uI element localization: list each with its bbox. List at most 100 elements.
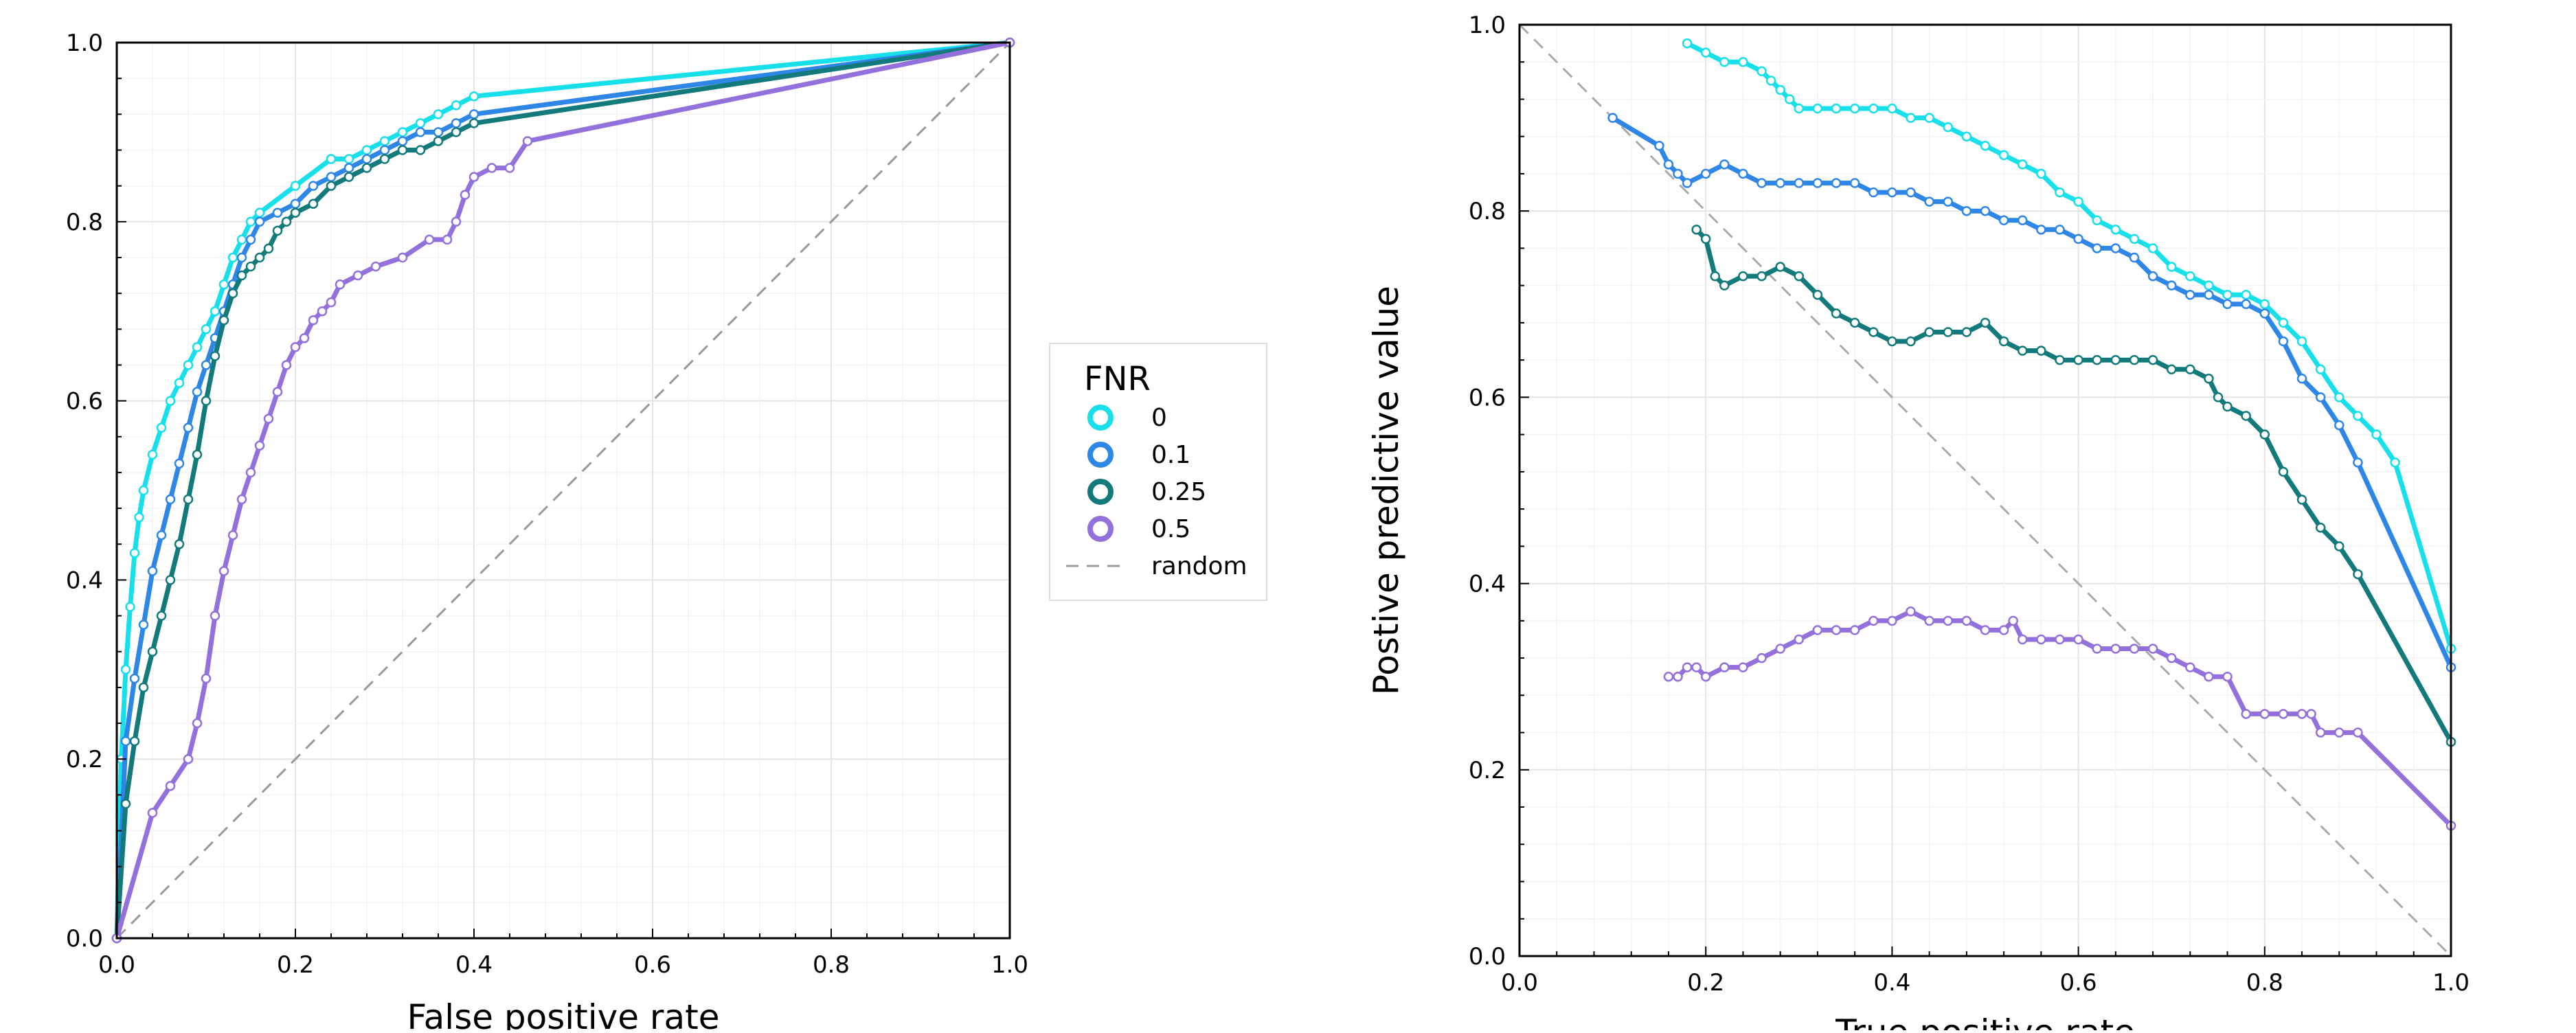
ppv-series-0-5-point	[2296, 709, 2307, 719]
roc-y-tick-label: 1.0	[66, 30, 103, 57]
ppv-series-0-1-point	[2222, 299, 2233, 310]
ppv-series-0-25-point	[1738, 271, 1748, 282]
ppv-series-0-point	[1738, 56, 1748, 67]
roc-series-0-5-point	[210, 611, 221, 621]
roc-series-0-5-point	[263, 413, 274, 424]
ppv-series-0-5-point	[2166, 652, 2177, 663]
ppv-series-0-5-point	[1691, 662, 1702, 672]
ppv-series-0-25-point	[2353, 569, 2363, 580]
ppv-series-0-25-point	[2334, 541, 2345, 552]
roc-series-0-1-point	[192, 387, 203, 397]
legend-entry-0: 0	[1087, 404, 1167, 432]
legend-entry-0-1-swatch	[1087, 442, 1114, 468]
ppv-series-0-point	[1924, 113, 1934, 123]
roc-series-0-5-point	[272, 387, 283, 397]
roc-series-0-point	[192, 342, 203, 352]
roc-series-0-25-point	[138, 682, 149, 693]
roc-series-0-1-point	[468, 109, 479, 120]
ppv-x-tick-label: 0.8	[2246, 969, 2283, 997]
roc-series-random-line	[115, 41, 1011, 940]
roc-series-0-point	[134, 512, 144, 523]
roc-x-tick-label: 0.4	[455, 951, 493, 979]
ppv-series-0-1-point	[1775, 178, 1785, 188]
ppv-series-0-25-point	[1868, 327, 1879, 337]
ppv-series-0-5-point	[2353, 727, 2363, 738]
ppv-series-0-1-point	[1794, 178, 1805, 188]
ppv-series-0-5-point	[2147, 644, 2158, 654]
roc-y-tick-label: 0.0	[66, 925, 103, 953]
roc-series-0-25-point	[451, 127, 462, 137]
ppv-series-0-25-point	[2036, 345, 2046, 356]
roc-series-0-point	[468, 91, 479, 102]
ppv-series-0-25-point	[1831, 308, 1842, 319]
roc-series-0-25-point	[129, 736, 140, 747]
ppv-series-0-5-point	[1868, 615, 1879, 626]
ppv-series-0-5-point	[2073, 634, 2083, 645]
ppv-series-0-1-point	[2259, 308, 2270, 319]
roc-series-0-1-point	[433, 127, 444, 137]
ppv-series-0-1-point	[2055, 225, 2065, 235]
roc-series-0-25-point	[326, 181, 337, 191]
ppv-series-0-point	[1961, 131, 1972, 141]
roc-series-0-5-point	[335, 279, 346, 290]
roc-series-0-5-point	[192, 718, 203, 729]
ppv-series-0-25-point	[2017, 345, 2028, 356]
legend-entry-0-1: 0.1	[1087, 441, 1190, 469]
ppv-series-0-1	[1607, 113, 2456, 672]
ppv-series-0-point	[2166, 262, 2177, 272]
roc-series-0-25-point	[415, 145, 426, 155]
roc-series-0-point	[290, 181, 301, 191]
roc-series-0-25-point	[272, 225, 283, 236]
ppv-series-0-5-point	[2241, 709, 2251, 719]
roc-series-0-5-point	[254, 440, 265, 451]
roc-series-0-1-point	[129, 673, 140, 684]
ppv-series-0-25-point	[1812, 289, 1823, 300]
ppv-series-0-point	[2092, 215, 2102, 226]
ppv-series-0-25-point	[1998, 336, 2009, 347]
ppv-series-0-1-point	[1831, 178, 1842, 188]
ppv-series-0-1-point	[2166, 280, 2177, 291]
roc-series-0-5-point	[468, 172, 479, 182]
ppv-series-0-1-point	[1607, 113, 1618, 123]
ppv-series-0-25-point	[2278, 466, 2289, 477]
roc-series-0-5-point	[183, 753, 194, 764]
legend-entry-0-1-label: 0.1	[1151, 441, 1190, 469]
roc-series-0-1-point	[397, 136, 408, 146]
ppv-series-0-5-point	[2334, 727, 2345, 738]
ppv-series-0-5-point	[1738, 662, 1748, 672]
roc-series-0-25-point	[361, 163, 372, 173]
legend-box	[1049, 343, 1267, 601]
legend-entry-0-25: 0.25	[1087, 478, 1206, 506]
legend: FNR 0 0.1 0.25 0.5 random	[1049, 343, 1267, 601]
ppv-series-0-point	[1849, 103, 1860, 114]
ppv-series-0-25-point	[1719, 280, 1730, 291]
ppv-series-0-5-point	[2315, 727, 2326, 738]
ppv-series-0-point	[2055, 187, 2065, 198]
ppv-plot-frame	[1518, 23, 2452, 957]
roc-series-0-25-point	[165, 575, 176, 585]
ppv-series-0-1-point	[1980, 205, 1991, 216]
ppv-series-0-point	[2390, 457, 2400, 468]
ppv-series-0-1-point	[1682, 178, 1693, 188]
roc-series-0-25-point	[218, 315, 229, 326]
legend-entry-random: random	[1066, 552, 1247, 580]
ppv-series-0-5-point	[2055, 634, 2065, 645]
roc-series-0-1-point	[415, 127, 426, 137]
legend-entry-0-swatch	[1087, 405, 1114, 431]
roc-series-0-1-point	[147, 566, 158, 576]
ppv-series-0-1-point	[2017, 215, 2028, 226]
roc-series-0-5-point	[245, 467, 256, 478]
ppv-series-0-5-point	[1700, 671, 1711, 682]
roc-series-0-5-point	[299, 333, 310, 343]
ppv-series-0-point	[1784, 94, 1795, 104]
ppv-series-0-5-point	[1756, 652, 1767, 663]
ppv-series-0-point	[1719, 56, 1730, 67]
roc-series-0-25-point	[281, 216, 292, 227]
roc-series-0-1-point	[451, 118, 462, 128]
roc-series-0-5-point	[165, 781, 176, 791]
roc-x-tick-label: 1.0	[991, 951, 1028, 979]
ppv-series-0-1-point	[1663, 159, 1674, 170]
roc-series-0-1-point	[201, 360, 212, 370]
ppv-series-0-25-point	[1906, 336, 1916, 347]
ppv-series-0-25-point	[2315, 522, 2326, 533]
